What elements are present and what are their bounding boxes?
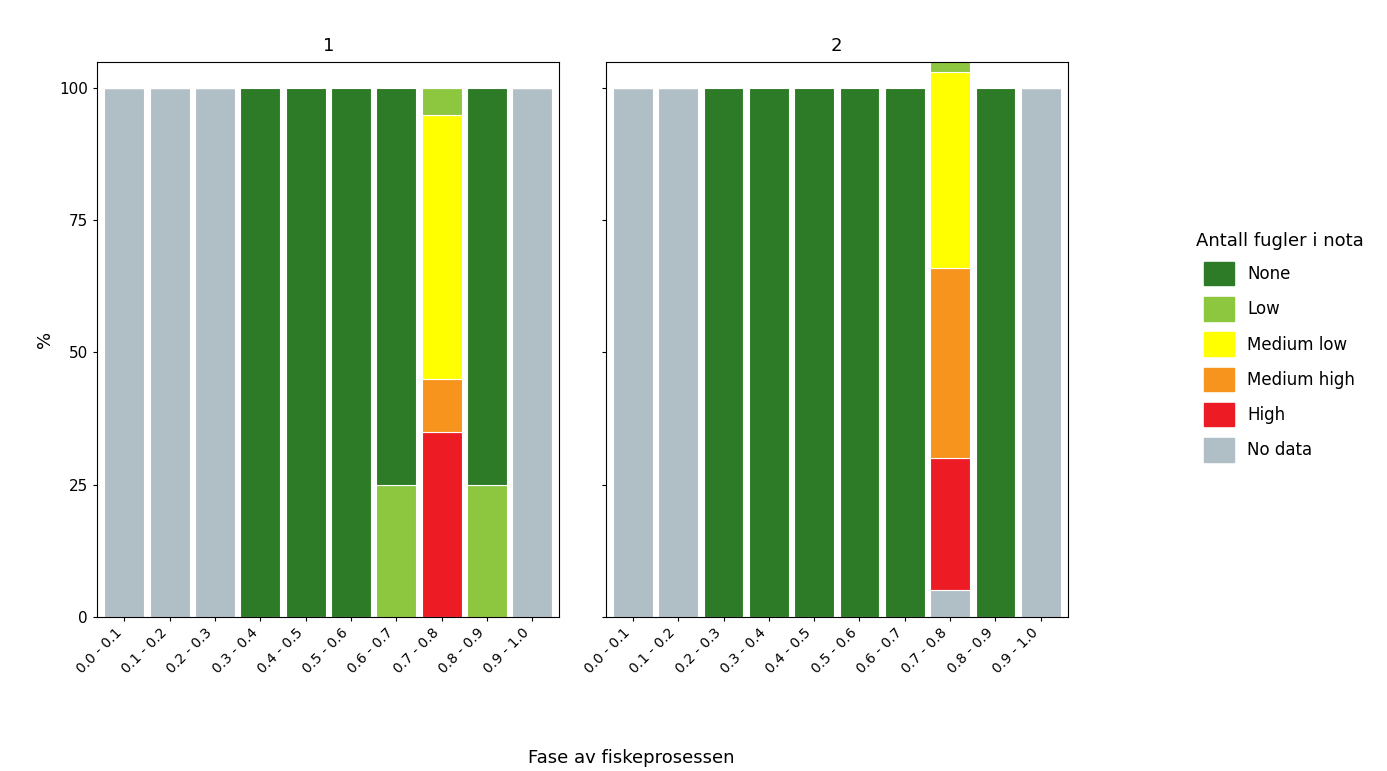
Bar — [703, 88, 743, 617]
Bar — [975, 88, 1015, 617]
Y-axis label: %: % — [36, 331, 54, 348]
Bar — [931, 591, 970, 617]
Bar — [422, 379, 462, 432]
Text: Fase av fiskeprosessen: Fase av fiskeprosessen — [528, 749, 734, 767]
Bar — [331, 88, 370, 617]
Bar — [512, 88, 552, 617]
Bar — [795, 88, 834, 617]
Bar — [196, 88, 234, 617]
Bar — [749, 88, 789, 617]
Bar — [422, 115, 462, 379]
Legend: None, Low, Medium low, Medium high, High, No data: None, Low, Medium low, Medium high, High… — [1187, 224, 1372, 470]
Bar — [931, 458, 970, 591]
Title: 2: 2 — [831, 36, 842, 55]
Bar — [931, 0, 970, 72]
Bar — [376, 88, 416, 485]
Bar — [104, 88, 144, 617]
Bar — [422, 432, 462, 617]
Bar — [839, 88, 879, 617]
Bar — [931, 72, 970, 268]
Bar — [931, 268, 970, 458]
Bar — [422, 88, 462, 115]
Bar — [1021, 88, 1061, 617]
Title: 1: 1 — [323, 36, 334, 55]
Bar — [150, 88, 190, 617]
Bar — [659, 88, 698, 617]
Bar — [467, 485, 506, 617]
Bar — [467, 88, 506, 485]
Bar — [613, 88, 653, 617]
Bar — [885, 88, 925, 617]
Bar — [376, 485, 416, 617]
Bar — [286, 88, 326, 617]
Bar — [240, 88, 280, 617]
